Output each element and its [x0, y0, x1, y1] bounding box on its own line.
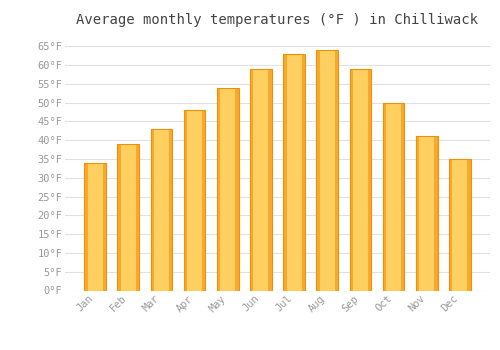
Bar [84, 163, 87, 290]
Bar [416, 136, 419, 290]
Bar [150, 129, 154, 290]
Bar [284, 54, 286, 290]
Bar [169, 129, 172, 290]
Bar [184, 110, 187, 290]
Bar [250, 69, 254, 290]
Bar [217, 88, 220, 290]
Bar [250, 69, 272, 290]
Bar [102, 163, 106, 290]
Title: Average monthly temperatures (°F ) in Chilliwack: Average monthly temperatures (°F ) in Ch… [76, 13, 478, 27]
Bar [118, 144, 139, 290]
Bar [316, 50, 338, 290]
Bar [284, 54, 305, 290]
Bar [84, 163, 106, 290]
Bar [236, 88, 238, 290]
Bar [383, 103, 404, 290]
Bar [383, 103, 386, 290]
Bar [416, 136, 438, 290]
Bar [316, 50, 320, 290]
Bar [136, 144, 139, 290]
Bar [449, 159, 470, 290]
Bar [150, 129, 172, 290]
Bar [302, 54, 305, 290]
Bar [202, 110, 205, 290]
Bar [449, 159, 452, 290]
Bar [268, 69, 272, 290]
Bar [217, 88, 238, 290]
Bar [184, 110, 206, 290]
Bar [118, 144, 120, 290]
Bar [434, 136, 438, 290]
Bar [350, 69, 371, 290]
Bar [368, 69, 371, 290]
Bar [350, 69, 353, 290]
Bar [468, 159, 470, 290]
Bar [335, 50, 338, 290]
Bar [401, 103, 404, 290]
